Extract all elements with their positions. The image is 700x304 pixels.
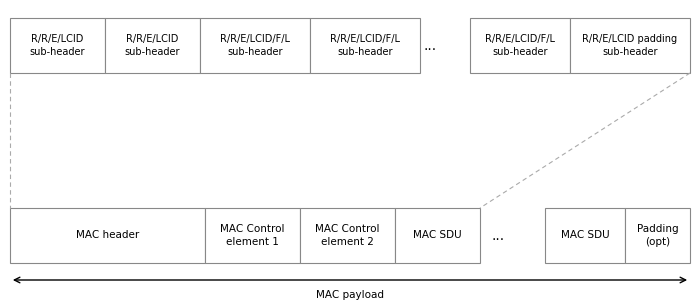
Text: MAC SDU: MAC SDU — [561, 230, 609, 240]
Bar — [470, 18, 570, 73]
Text: ...: ... — [491, 229, 505, 243]
Text: R/R/E/LCID/F/L
sub-header: R/R/E/LCID/F/L sub-header — [220, 34, 290, 57]
Bar — [200, 18, 310, 73]
Text: MAC Control
element 2: MAC Control element 2 — [315, 224, 379, 247]
Text: Padding
(opt): Padding (opt) — [637, 224, 678, 247]
Text: R/R/E/LCID
sub-header: R/R/E/LCID sub-header — [125, 34, 181, 57]
Text: MAC Control
element 1: MAC Control element 1 — [220, 224, 285, 247]
Text: MAC payload: MAC payload — [316, 290, 384, 300]
Text: ...: ... — [424, 39, 437, 53]
Text: R/R/E/LCID/F/L
sub-header: R/R/E/LCID/F/L sub-header — [485, 34, 555, 57]
Bar — [10, 18, 105, 73]
Bar — [105, 18, 200, 73]
Bar — [395, 208, 480, 263]
Text: R/R/E/LCID/F/L
sub-header: R/R/E/LCID/F/L sub-header — [330, 34, 400, 57]
Text: R/R/E/LCID
sub-header: R/R/E/LCID sub-header — [29, 34, 85, 57]
Text: MAC SDU: MAC SDU — [413, 230, 462, 240]
Bar — [205, 208, 300, 263]
Text: MAC header: MAC header — [76, 230, 139, 240]
Bar — [310, 18, 420, 73]
Bar — [570, 18, 690, 73]
Bar — [300, 208, 395, 263]
Bar — [545, 208, 625, 263]
Bar — [10, 208, 205, 263]
Bar — [625, 208, 690, 263]
Text: R/R/E/LCID padding
sub-header: R/R/E/LCID padding sub-header — [582, 34, 678, 57]
